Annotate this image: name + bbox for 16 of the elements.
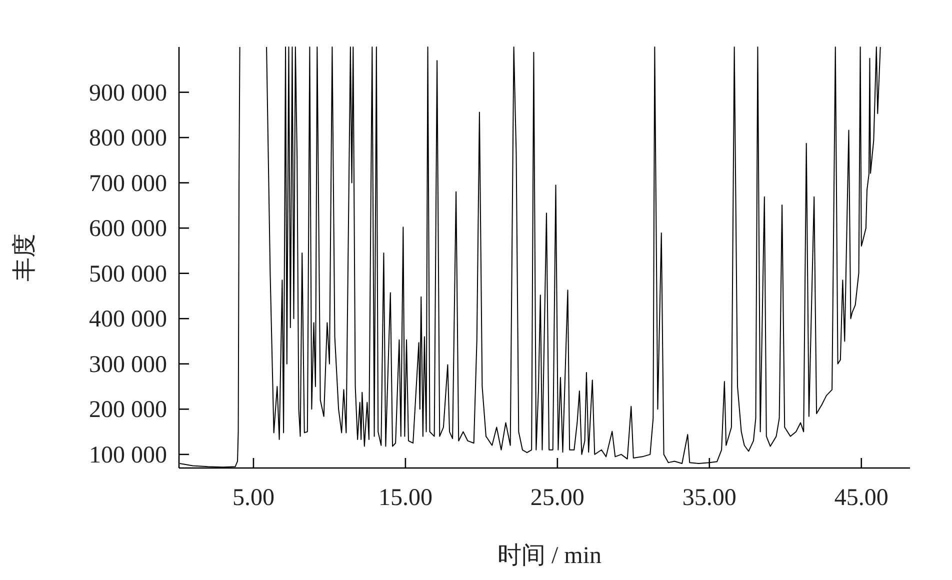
x-tick-label: 25.00 xyxy=(530,485,584,511)
y-tick-label: 500 000 xyxy=(89,261,167,288)
x-tick-label: 45.00 xyxy=(834,485,888,511)
x-tick-label: 5.00 xyxy=(232,485,274,511)
y-tick-label: 800 000 xyxy=(89,126,167,152)
y-tick-label: 600 000 xyxy=(89,216,167,242)
y-tick-label: 900 000 xyxy=(89,80,167,106)
y-tick-label: 700 000 xyxy=(89,170,167,197)
y-tick-label: 200 000 xyxy=(89,397,167,424)
x-tick-label: 15.00 xyxy=(378,485,432,511)
x-tick-label: 35.00 xyxy=(682,485,736,511)
y-tick-label: 100 000 xyxy=(89,442,167,468)
x-axis-title: 时间 / min xyxy=(497,543,602,569)
y-axis-title: 丰度 xyxy=(11,234,38,282)
y-tick-label: 400 000 xyxy=(89,306,167,333)
y-tick-label: 300 000 xyxy=(89,352,167,378)
